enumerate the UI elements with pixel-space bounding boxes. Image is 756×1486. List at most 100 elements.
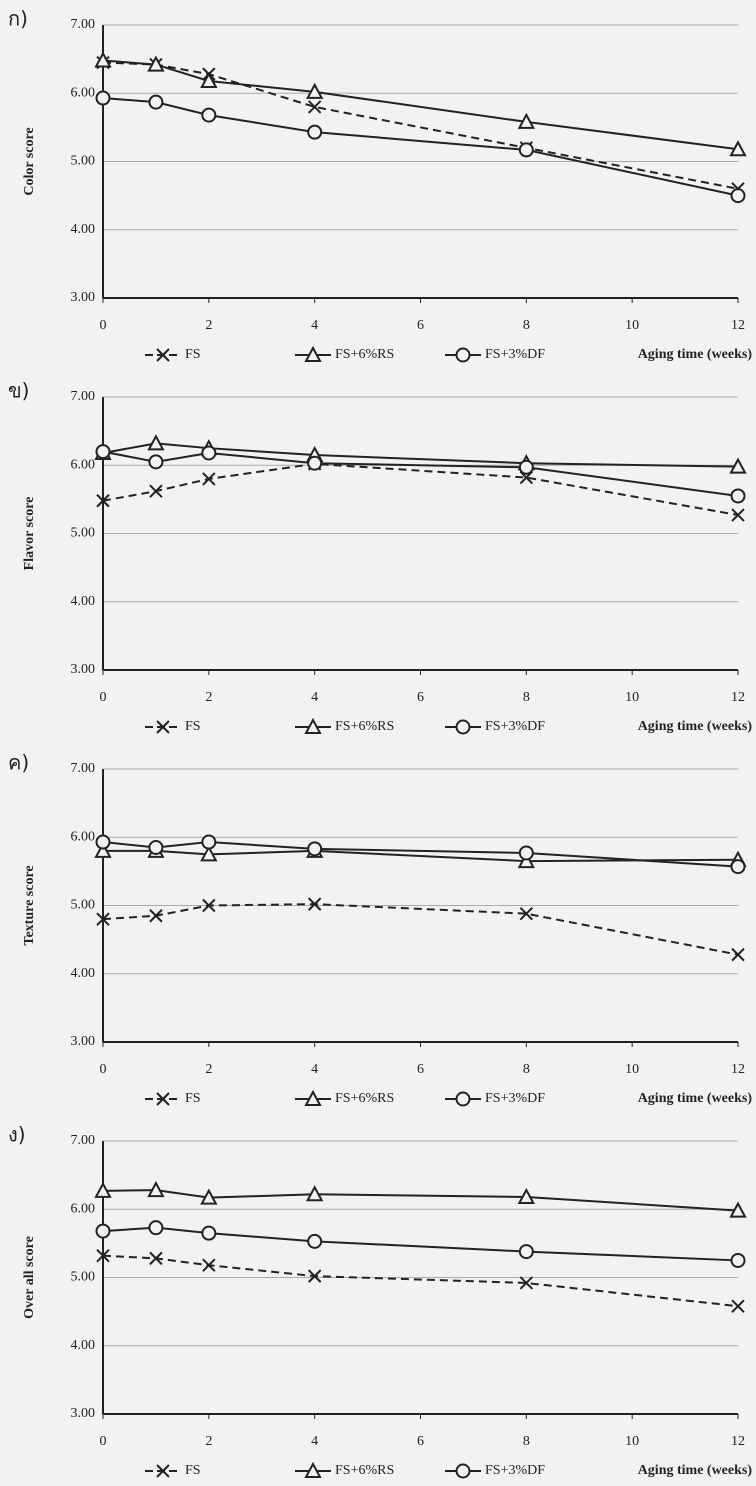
marker [305,1185,324,1202]
marker-shape [148,1220,164,1236]
y-tick-label: 4.00 [71,966,96,981]
marker [730,859,746,875]
marker-stroke [96,494,110,508]
legend-label: FS+3%DF [485,347,545,362]
marker [156,720,170,734]
marker-shape [518,1244,534,1260]
marker [518,845,534,861]
marker [455,1091,471,1107]
marker [94,841,112,858]
marker [95,444,111,460]
marker-shape [201,445,217,461]
marker [729,457,747,474]
x-tick-label: 4 [311,318,318,333]
marker [455,719,471,735]
x-tick-label: 8 [523,318,530,333]
marker-shape [455,1463,471,1479]
panel-label: ก) [8,7,28,31]
marker [149,1251,163,1266]
marker [729,140,747,157]
marker-shape [307,1233,323,1249]
marker-shape [305,1185,324,1202]
y-axis-title: Color score [22,127,37,195]
marker-shape [518,459,534,475]
marker-shape [455,1091,471,1107]
legend-label: FS+6%RS [335,1091,394,1106]
marker-stroke [519,1276,534,1290]
legend-label: FS+6%RS [335,719,394,734]
x-tick-label: 4 [311,690,318,705]
y-tick-label: 6.00 [71,829,96,844]
marker-shape [200,845,218,862]
marker-shape [730,1252,746,1268]
marker [730,488,746,504]
x-tick-label: 2 [205,1434,212,1449]
x-tick-label: 10 [625,690,639,705]
x-tick-label: 0 [100,1434,107,1449]
marker-shape [94,51,112,68]
marker [149,484,163,498]
y-tick-label: 3.00 [71,290,96,305]
series-line [102,903,739,956]
marker [519,1276,534,1290]
series-line [102,1254,739,1308]
marker-shape [147,1181,165,1198]
marker-stroke [96,912,110,926]
x-tick-label: 12 [731,1434,745,1449]
marker-stroke [149,909,163,923]
marker-shape [729,457,747,474]
marker [731,508,745,522]
marker-shape [517,852,536,869]
y-tick-label: 7.00 [71,389,96,404]
y-tick-label: 4.00 [71,1338,96,1353]
marker [518,1244,534,1260]
marker-stroke [156,348,170,362]
x-axis-title: Aging time (weeks) [638,719,753,734]
y-tick-label: 6.00 [71,1201,96,1216]
x-tick-label: 8 [523,690,530,705]
y-tick-label: 5.00 [71,154,96,169]
marker [201,1225,217,1241]
marker [149,909,163,923]
marker [304,717,322,734]
marker [95,1223,111,1239]
x-tick-label: 12 [731,318,745,333]
marker [307,841,323,857]
y-tick-label: 5.00 [71,526,96,541]
x-tick-label: 6 [417,318,424,333]
x-tick-label: 4 [311,1434,318,1449]
marker [307,1233,323,1249]
marker-stroke [96,1248,110,1263]
x-axis-title: Aging time (weeks) [638,347,753,362]
series-line [102,450,739,497]
marker [305,82,324,99]
marker-shape [307,841,323,857]
marker-stroke [307,100,322,114]
panel-label: ค) [8,751,29,775]
marker-shape [201,107,217,123]
x-tick-label: 2 [205,690,212,705]
y-axis-title: Texture score [22,865,37,945]
series-line [102,841,739,868]
x-tick-label: 0 [100,318,107,333]
marker [148,839,164,855]
marker [307,455,323,471]
marker-shape [148,94,164,110]
x-tick-label: 10 [625,1434,639,1449]
marker [517,1187,536,1204]
series-line [102,462,739,517]
marker-shape [95,90,111,106]
marker [202,1258,216,1272]
marker-shape [200,71,218,88]
marker [95,834,111,850]
marker [156,348,170,362]
y-tick-label: 3.00 [71,1406,96,1421]
marker [148,1220,164,1236]
marker-shape [305,82,324,99]
y-tick-label: 7.00 [71,1133,96,1148]
marker-stroke [307,1269,322,1283]
marker [307,1269,322,1283]
legend-label: FS [185,347,201,362]
series-line [102,97,739,197]
x-tick-label: 12 [731,1062,745,1077]
